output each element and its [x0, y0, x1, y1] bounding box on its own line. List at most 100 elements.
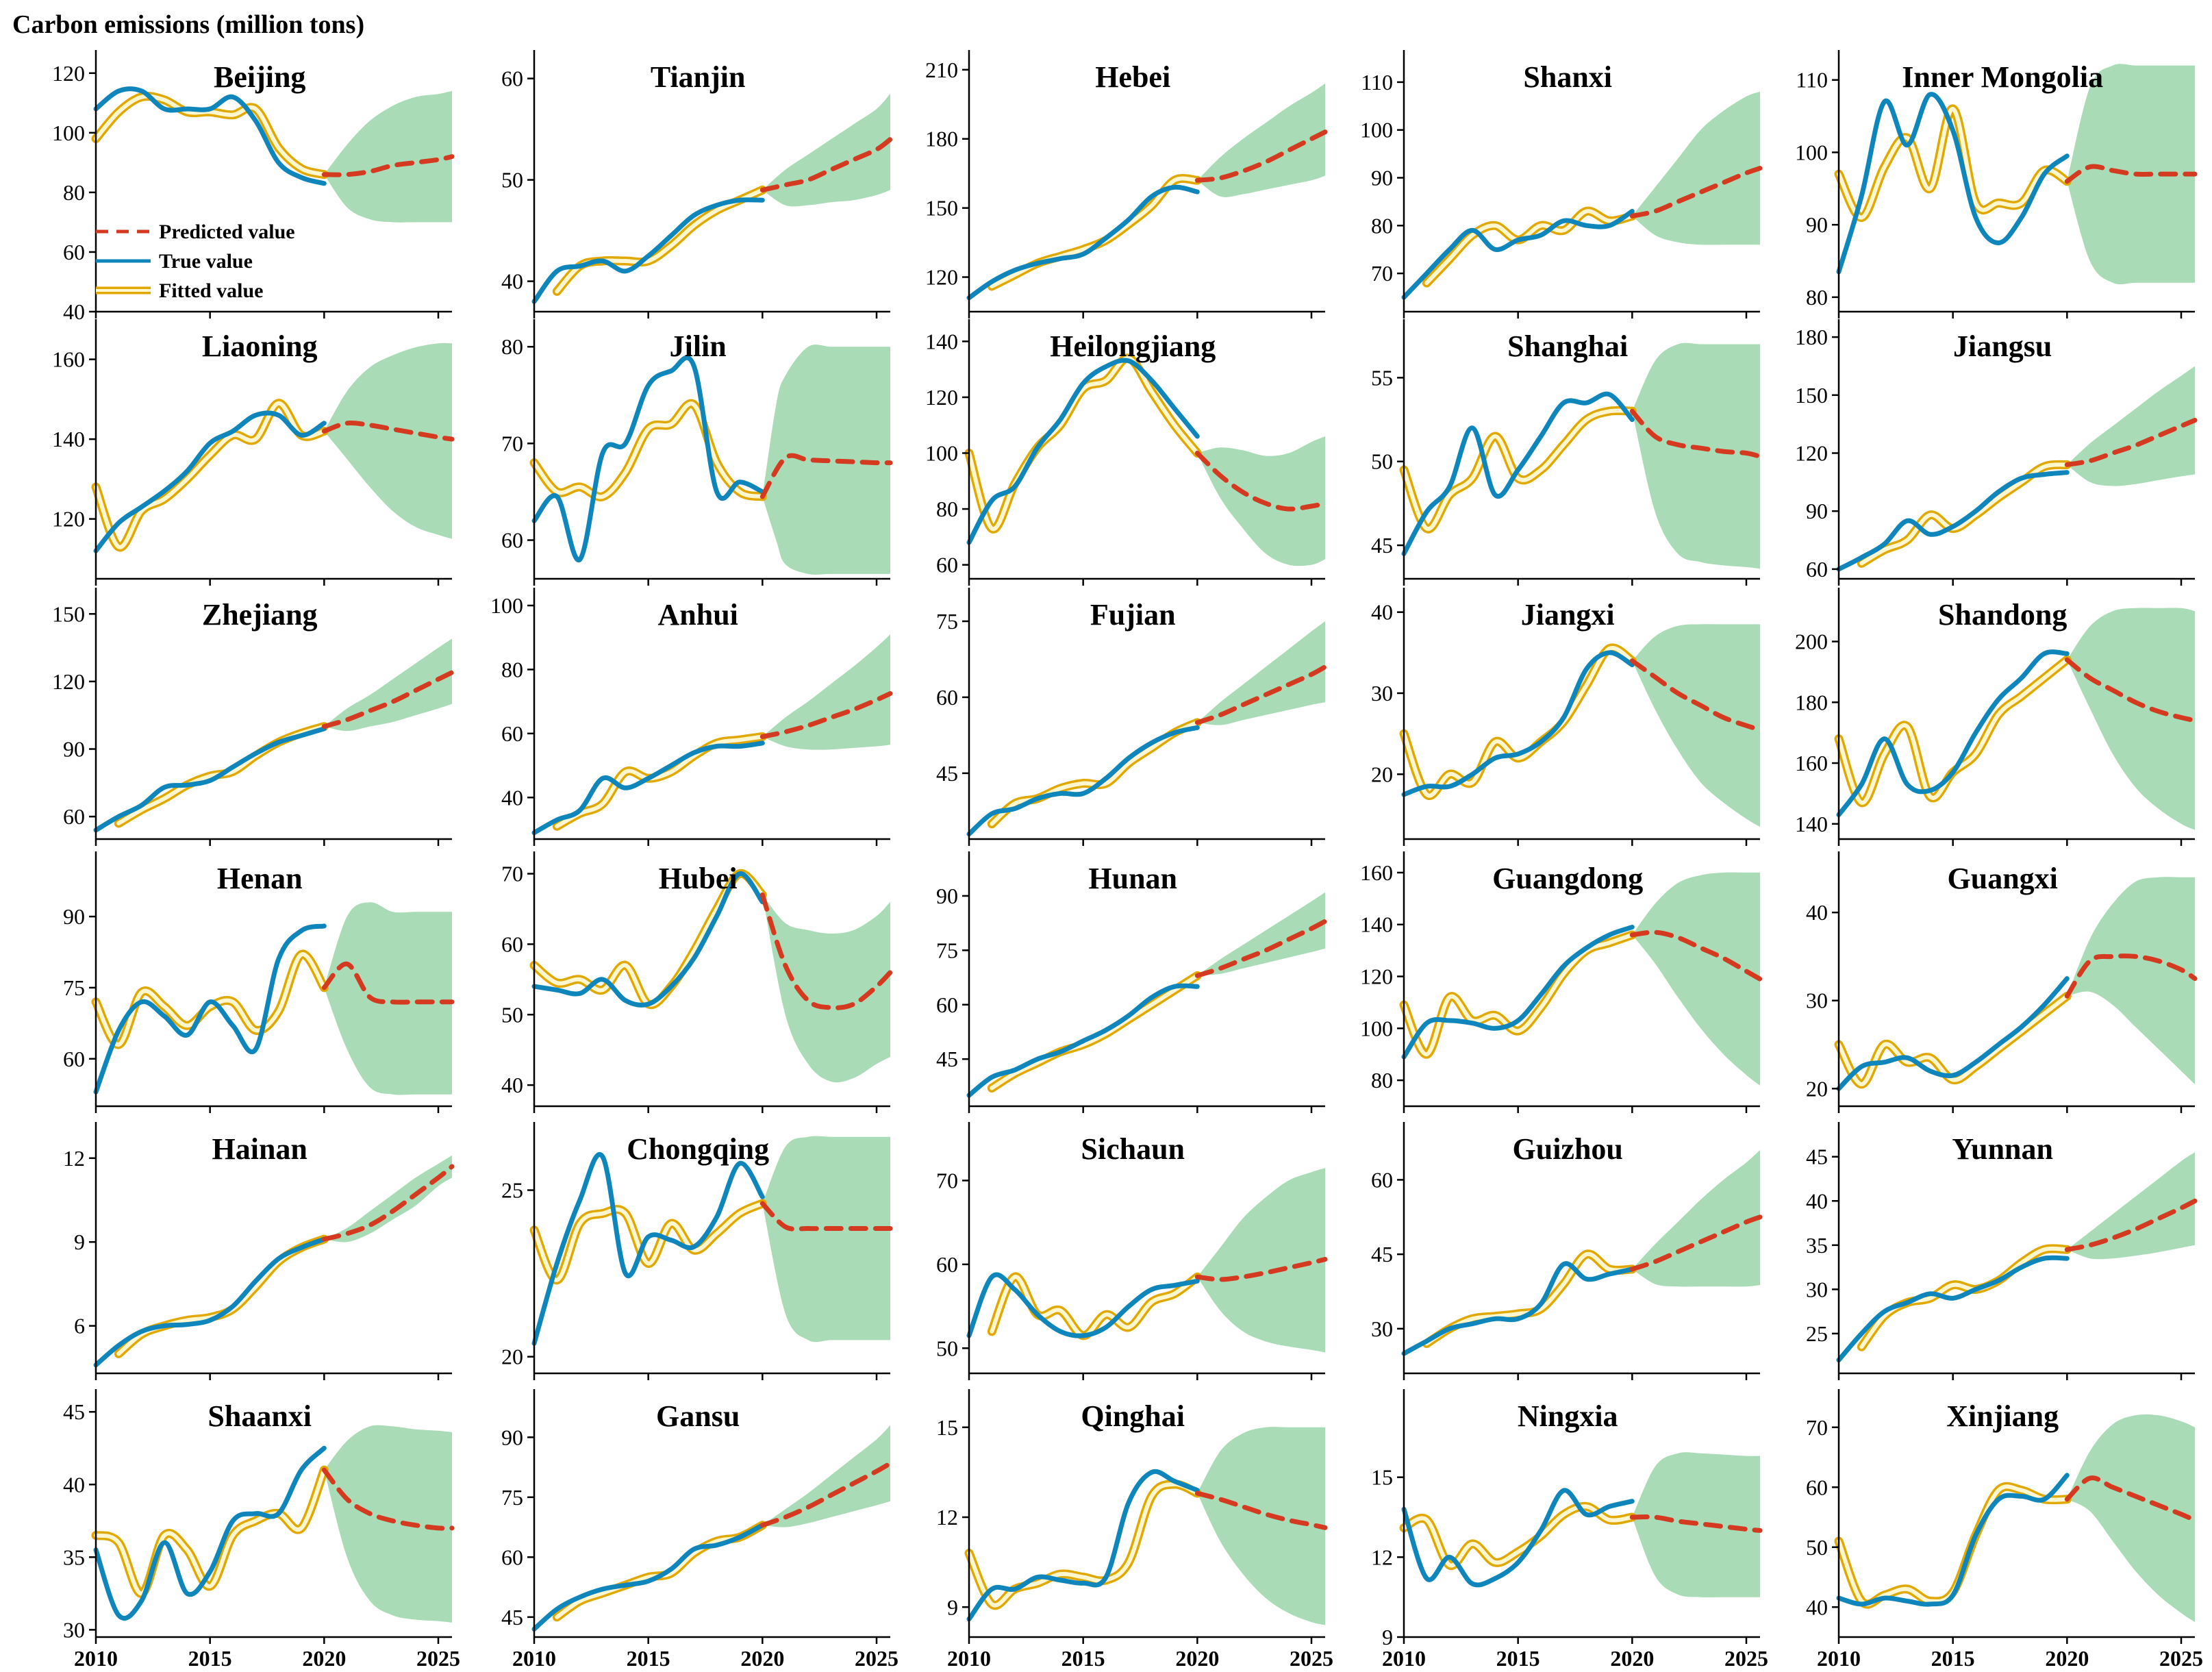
y-tick-label: 120	[52, 507, 85, 532]
confidence-band	[1632, 342, 1760, 569]
predicted-line	[2064, 657, 2198, 723]
x-tick-label: 2010	[947, 1646, 991, 1671]
panel-shanghai: 45 50 55 Shanghai	[1371, 319, 1763, 586]
x-tick-label: 2010	[512, 1646, 556, 1671]
y-tick-label: 60	[1371, 1167, 1393, 1192]
x-tick-label: 2025	[1290, 1646, 1333, 1671]
confidence-band	[324, 1425, 452, 1623]
predicted-line	[2064, 418, 2198, 467]
y-tick-label: 100	[1360, 1016, 1393, 1040]
predicted-line	[2064, 164, 2198, 184]
y-tick-label: 100	[925, 441, 958, 466]
panel-jiangxi: 20 30 40 Jiangxi	[1371, 588, 1763, 846]
panel-hubei: 40 50 60 70 Hubei	[501, 851, 893, 1113]
confidence-band	[2067, 1414, 2195, 1623]
panel-title: Hainan	[212, 1132, 307, 1166]
predicted-line	[759, 1201, 893, 1232]
y-tick-label: 80	[936, 497, 958, 521]
y-tick-label: 150	[1795, 383, 1828, 408]
panel-title: Shanghai	[1507, 329, 1628, 363]
predicted-line	[1629, 166, 1763, 219]
x-tick-label: 2025	[2159, 1646, 2203, 1671]
y-tick-label: 140	[925, 329, 958, 353]
y-tick-label: 120	[1795, 441, 1828, 466]
panel-jiangsu: 60 90 120 150 180 Jiangsu	[1795, 319, 2198, 586]
predicted-line	[2064, 1198, 2198, 1252]
y-tick-label: 120	[1360, 964, 1393, 989]
panel-title: Ningxia	[1518, 1399, 1618, 1433]
predicted-line	[1629, 658, 1763, 732]
predicted-line	[2064, 953, 2198, 999]
x-tick-label: 2020	[740, 1646, 784, 1671]
y-tick-label: 60	[936, 685, 958, 710]
x-tick-label: 2020	[2045, 1646, 2089, 1671]
y-tick-label: 15	[1371, 1465, 1393, 1490]
y-tick-label: 35	[1806, 1233, 1828, 1258]
y-tick-label: 60	[501, 932, 523, 956]
panel-hainan: 6 9 12 Hainan	[63, 1122, 455, 1380]
x-tick-label: 2020	[302, 1646, 346, 1671]
predicted-line	[759, 691, 893, 739]
fitted-line-outline	[1399, 930, 1637, 1059]
y-tick-label: 60	[501, 66, 523, 91]
y-tick-label: 160	[1360, 860, 1393, 885]
panel-inner-mongolia: 80 90 100 110 Inner Mongolia	[1795, 50, 2198, 319]
y-tick-label: 25	[1806, 1321, 1828, 1346]
fitted-line-outline	[114, 1234, 329, 1358]
y-tick-label: 80	[501, 657, 523, 682]
predicted-line	[321, 1164, 455, 1242]
confidence-band	[2067, 64, 2195, 285]
panel-guangxi: 20 30 40 Guangxi	[1806, 851, 2198, 1113]
true-line	[1836, 1473, 2070, 1607]
y-tick-label: 120	[925, 385, 958, 410]
y-tick-label: 70	[1806, 1415, 1828, 1440]
y-tick-label: 60	[1806, 557, 1828, 582]
x-tick-label: 2025	[416, 1646, 460, 1671]
true-line	[531, 1152, 765, 1346]
y-tick-label: 60	[501, 528, 523, 553]
x-tick-label: 2015	[1061, 1646, 1105, 1671]
predicted-line	[1194, 1490, 1328, 1530]
y-tick-label: 180	[925, 127, 958, 151]
confidence-band	[1197, 621, 1325, 725]
predicted-line	[759, 1460, 893, 1528]
predicted-line	[1629, 1514, 1763, 1533]
predicted-line	[759, 892, 893, 1010]
y-tick-label: 6	[74, 1314, 85, 1338]
predicted-line	[1629, 929, 1763, 982]
y-tick-label: 90	[63, 904, 85, 929]
y-tick-label: 60	[936, 553, 958, 577]
panel-title: Shanxi	[1523, 60, 1612, 94]
y-tick-label: 12	[63, 1146, 85, 1171]
true-line	[966, 983, 1200, 1098]
panel-title: Gansu	[656, 1399, 740, 1433]
y-tick-label: 80	[1371, 1068, 1393, 1093]
x-tick-label: 2025	[855, 1646, 898, 1671]
panel-henan: 60 75 90 Henan	[63, 851, 455, 1113]
fitted-line	[1837, 994, 2070, 1086]
fitted-line	[94, 401, 327, 549]
true-line	[531, 740, 765, 836]
x-tick-label: 2010	[1382, 1646, 1426, 1671]
confidence-band	[324, 1155, 452, 1243]
panel-title: Jiangxi	[1521, 598, 1615, 632]
y-tick-label: 40	[63, 299, 85, 324]
panel-title: Inner Mongolia	[1902, 60, 2103, 94]
y-tick-label: 35	[63, 1545, 85, 1569]
y-tick-label: 75	[63, 975, 85, 1000]
true-line	[1401, 208, 1635, 300]
y-tick-label: 30	[1371, 1317, 1393, 1341]
panel-title: Guizhou	[1513, 1132, 1623, 1166]
fitted-line-outline	[91, 949, 329, 1049]
y-tick-label: 9	[1382, 1625, 1393, 1649]
y-tick-label: 70	[1371, 261, 1393, 286]
y-tick-label: 30	[1806, 1277, 1828, 1301]
y-tick-label: 80	[63, 180, 85, 205]
y-tick-label: 12	[936, 1505, 958, 1530]
y-tick-label: 70	[936, 1168, 958, 1193]
y-tick-label: 40	[501, 785, 523, 810]
y-tick-label: 40	[1806, 1595, 1828, 1619]
y-tick-label: 60	[936, 1252, 958, 1277]
panel-title: Yunnan	[1952, 1132, 2053, 1166]
